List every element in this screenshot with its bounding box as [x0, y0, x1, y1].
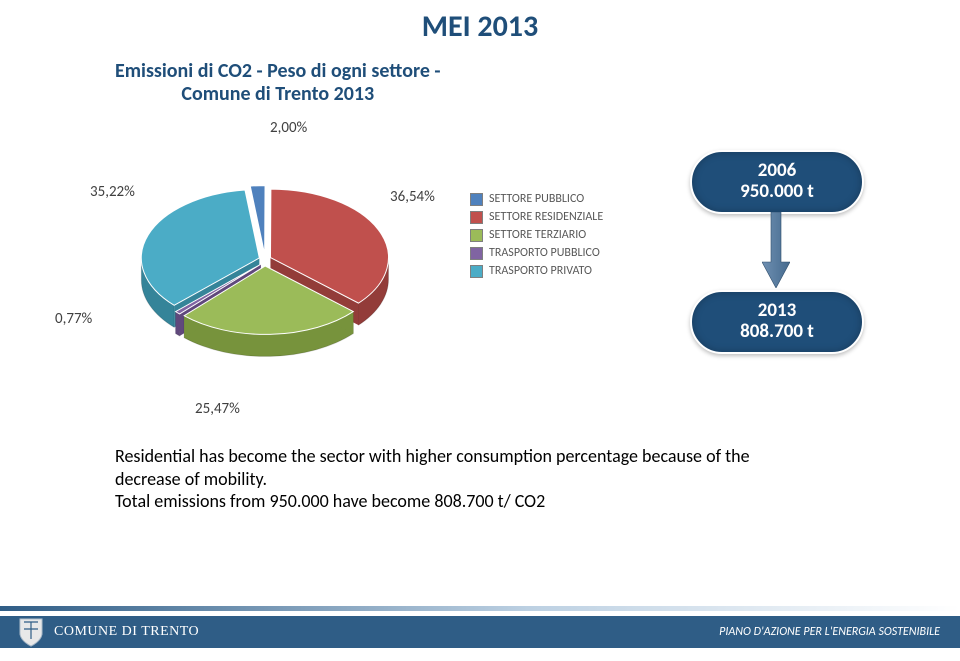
- pill-2006-line2: 950.000 t: [692, 182, 862, 203]
- legend-swatch: [470, 265, 483, 278]
- legend-item: SETTORE TERZIARIO: [470, 226, 603, 244]
- pill-2013-line2: 808.700 t: [692, 322, 862, 343]
- body-line2: decrease of mobility.: [115, 468, 750, 491]
- legend-label: TRASPORTO PUBBLICO: [489, 246, 600, 260]
- footer-gradient-bar: [0, 606, 960, 611]
- plan-label: PIANO D'AZIONE PER L'ENERGIA SOSTENIBILE: [719, 625, 940, 639]
- legend-label: TRASPORTO PRIVATO: [489, 264, 592, 278]
- legend-label: SETTORE PUBBLICO: [489, 192, 584, 206]
- pie-label: 0,77%: [55, 310, 92, 328]
- body-line3: Total emissions from 950.000 have become…: [115, 490, 750, 513]
- pill-2013-line1: 2013: [692, 301, 862, 322]
- pill-2013: 2013 808.700 t: [690, 290, 864, 354]
- municipality-label: COMUNE DI TRENTO: [54, 624, 199, 640]
- pie-label: 35,22%: [90, 183, 135, 201]
- crest-icon: [18, 616, 44, 648]
- down-arrow-icon: [762, 212, 790, 288]
- legend-swatch: [470, 229, 483, 242]
- legend-item: TRASPORTO PRIVATO: [470, 262, 603, 280]
- pie-label: 2,00%: [270, 119, 307, 137]
- legend-label: SETTORE RESIDENZIALE: [489, 210, 603, 224]
- legend-item: SETTORE PUBBLICO: [470, 190, 603, 208]
- legend-item: SETTORE RESIDENZIALE: [470, 208, 603, 226]
- legend-label: SETTORE TERZIARIO: [489, 228, 586, 242]
- body-line1: Residential has become the sector with h…: [115, 445, 750, 468]
- legend: SETTORE PUBBLICO SETTORE RESIDENZIALE SETT…: [470, 190, 603, 280]
- pie-label: 25,47%: [195, 400, 240, 418]
- slide: { "title": { "text": "MEI 2013", "color"…: [0, 0, 960, 661]
- footer-strip: COMUNE DI TRENTO PIANO D'AZIONE PER L'EN…: [0, 616, 960, 648]
- pill-2006: 2006 950.000 t: [690, 150, 864, 214]
- legend-swatch: [470, 211, 483, 224]
- pill-2006-line1: 2006: [692, 161, 862, 182]
- pie-label: 36,54%: [390, 188, 435, 206]
- legend-item: TRASPORTO PUBBLICO: [470, 244, 603, 262]
- legend-swatch: [470, 193, 483, 206]
- body-text: Residential has become the sector with h…: [115, 445, 750, 513]
- legend-swatch: [470, 247, 483, 260]
